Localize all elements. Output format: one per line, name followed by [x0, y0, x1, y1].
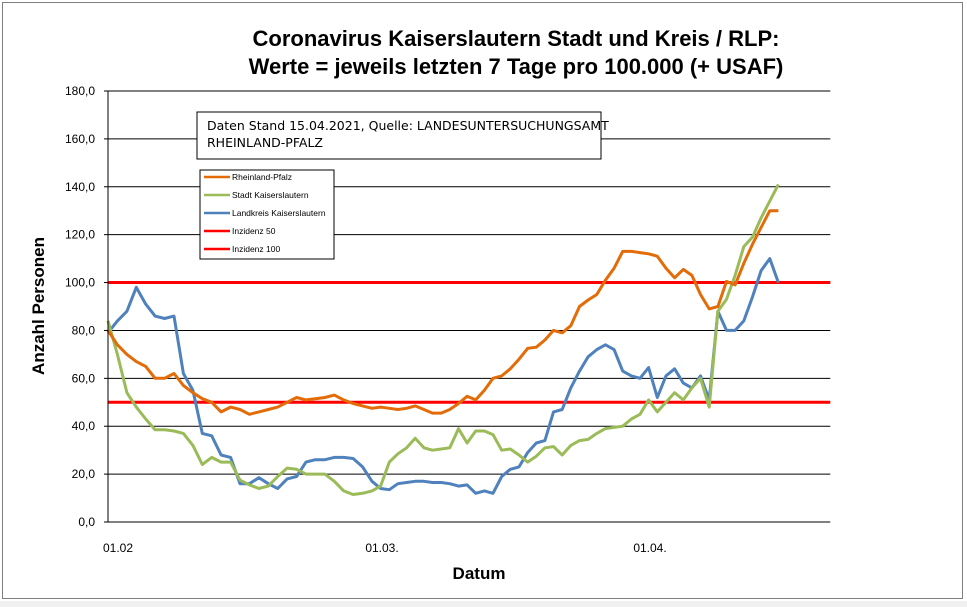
legend: Rheinland-Pfalz Stadt Kaiserslautern Landk… — [199, 169, 335, 260]
y-tick-label: 140,0 — [65, 180, 95, 194]
y-tick-label: 60,0 — [72, 371, 96, 385]
y-axis-ticks: 0,0 20,0 40,0 60,0 80,0 100,0 120,0 140,0 160,0 1… — [65, 84, 108, 529]
annotation-line-2: RHEINLAND-PFALZ — [207, 135, 323, 150]
y-tick-label: 180,0 — [65, 84, 95, 98]
legend-label: Landkreis Kaiserslautern — [232, 208, 326, 218]
window-bottom-bar — [0, 601, 967, 607]
y-tick-label: 40,0 — [72, 419, 96, 433]
x-axis-label: Datum — [453, 564, 506, 583]
y-tick-label: 20,0 — [72, 467, 96, 481]
legend-label: Rheinland-Pfalz — [232, 172, 292, 182]
y-tick-label: 100,0 — [65, 276, 95, 290]
y-axis-label: Anzahl Personen — [29, 237, 48, 375]
legend-label: Inzidenz 50 — [232, 226, 276, 236]
annotation-box: Daten Stand 15.04.2021, Quelle: LANDESUN… — [196, 111, 609, 160]
chart-frame — [2, 2, 963, 599]
series-landkreis-kaiserslautern — [106, 257, 780, 495]
y-tick-label: 160,0 — [65, 132, 95, 146]
annotation-line-1: Daten Stand 15.04.2021, Quelle: LANDESUN… — [207, 118, 609, 133]
x-axis-ticks: 01.02 01.03. 01.04. — [103, 541, 667, 555]
x-tick-label: 01.02 — [103, 541, 133, 555]
chart-title-line-1: Coronavirus Kaiserslautern Stadt und Kre… — [253, 26, 780, 51]
series-lines — [106, 183, 831, 496]
chart-title-line-2: Werte = jeweils letzten 7 Tage pro 100.0… — [249, 54, 784, 79]
series-stadt-kaiserslautern — [106, 183, 780, 496]
y-tick-label: 80,0 — [72, 323, 96, 337]
x-tick-label: 01.04. — [633, 541, 666, 555]
x-tick-label: 01.03. — [365, 541, 398, 555]
legend-label: Inzidenz 100 — [232, 244, 280, 254]
series-rheinland-pfalz — [106, 209, 779, 416]
y-tick-label: 0,0 — [78, 515, 95, 529]
legend-label: Stadt Kaiserslautern — [232, 190, 309, 200]
y-tick-label: 120,0 — [65, 228, 95, 242]
